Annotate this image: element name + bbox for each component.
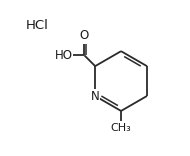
Text: N: N [91,90,100,102]
Text: CH₃: CH₃ [111,123,131,133]
Text: HO: HO [55,49,73,62]
Text: HCl: HCl [25,19,48,32]
Text: N: N [91,90,100,102]
Text: O: O [80,29,89,42]
